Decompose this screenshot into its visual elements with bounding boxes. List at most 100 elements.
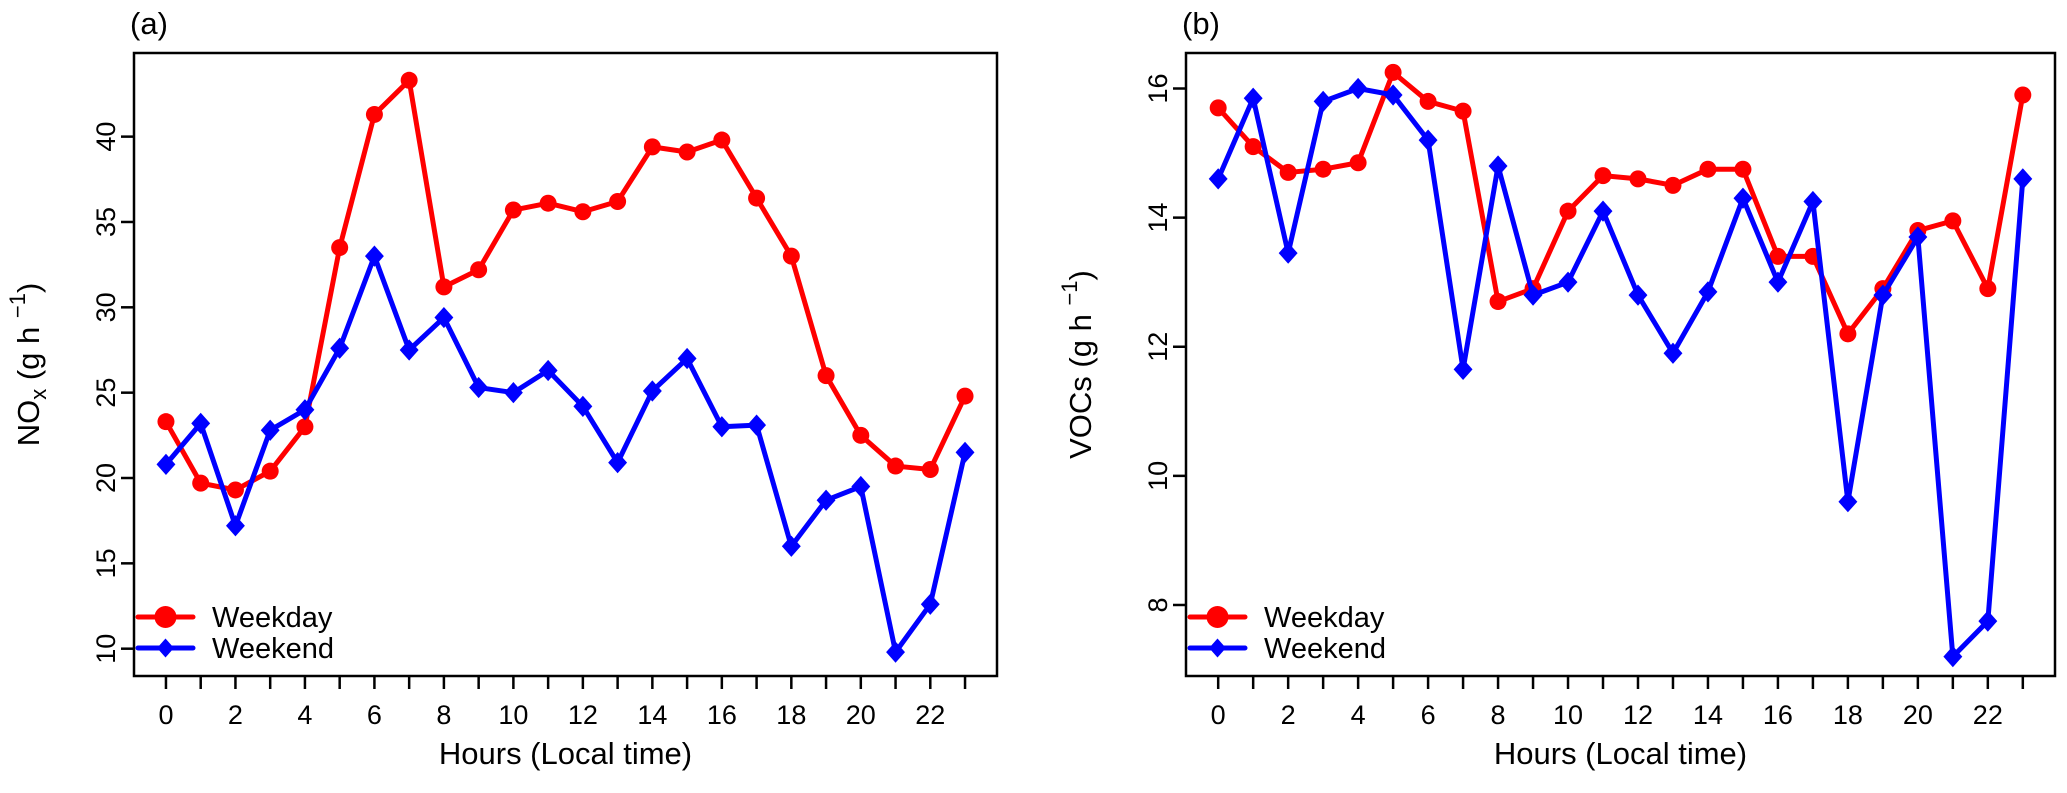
diamond-marker (886, 641, 906, 663)
circle-marker (1979, 280, 1997, 298)
circle-marker (470, 261, 488, 279)
diamond-marker (851, 475, 871, 498)
diamond-marker (1698, 281, 1718, 303)
legend-label-weekday: Weekday (212, 602, 333, 634)
circle-marker (609, 192, 627, 210)
vocs-chart: 8 10 12 14 16 0 2 4 6 8 10 12 14 16 18 20 22 Hours (Local… (1057, 51, 2057, 771)
x-tick-label: 12 (568, 700, 598, 730)
diamond-marker (1488, 155, 1508, 177)
diamond-marker (399, 339, 419, 361)
circle-marker (1839, 325, 1857, 343)
diamond-marker (955, 441, 975, 464)
diamond-marker (1278, 242, 1298, 264)
series-line-weekend (1215, 86, 2026, 660)
diamond-marker (920, 593, 940, 615)
panel-a: 10 15 20 25 30 35 40 0 2 4 6 8 10 12 14 16 18 20 22 Hours (… (0, 0, 1033, 793)
y-tick-label: 10 (91, 634, 121, 664)
y-axis-title-part: ) (1063, 270, 1098, 280)
y-axis-title-part: VOCs (1063, 376, 1098, 459)
y-axis-title-part: (g h (11, 318, 46, 389)
diamond-marker (1593, 200, 1613, 222)
diamond-marker (1943, 646, 1963, 668)
y-axis-title-part: NO (11, 400, 46, 447)
circle-marker (1489, 293, 1507, 311)
x-axis: 0 2 4 6 8 10 12 14 16 18 20 22 (158, 676, 967, 730)
diamond-marker (295, 399, 315, 421)
series-line-weekday (1215, 69, 2026, 337)
circle-marker (748, 189, 766, 207)
y-axis-title-part: −1 (1057, 280, 1082, 305)
y-tick-label: 15 (91, 548, 121, 578)
x-tick-label: 22 (1973, 700, 2003, 730)
legend-label-weekend: Weekend (1264, 633, 1386, 665)
circle-marker (435, 278, 453, 296)
circle-marker (713, 131, 731, 149)
diamond-marker (1453, 358, 1473, 380)
panel-b: 8 10 12 14 16 0 2 4 6 8 10 12 14 16 18 20 22 Hours (Local… (1034, 0, 2067, 793)
y-tick-label: 16 (1143, 73, 1173, 103)
circle-marker (1734, 160, 1752, 178)
circle-marker (331, 239, 349, 257)
x-tick-label: 8 (1491, 700, 1506, 730)
series-markers-weekday (157, 71, 974, 499)
circle-marker (1314, 160, 1332, 178)
y-tick-label: 8 (1143, 597, 1173, 612)
y-tick-label: 10 (1143, 461, 1173, 491)
x-axis-title: Hours (Local time) (1494, 736, 1747, 771)
circle-marker (887, 457, 905, 475)
diamond-marker (1523, 284, 1543, 306)
x-tick-label: 18 (1833, 700, 1863, 730)
circle-marker (2014, 86, 2032, 104)
series-line-weekday (163, 77, 968, 493)
circle-marker (574, 203, 592, 221)
x-tick-label: 4 (297, 700, 312, 730)
diamond-marker (1348, 77, 1368, 100)
x-tick-label: 16 (707, 700, 737, 730)
y-tick-label: 14 (1143, 203, 1173, 233)
panel-a-label: (a) (130, 6, 168, 41)
y-tick-label: 30 (91, 292, 121, 322)
circle-marker (1594, 167, 1612, 185)
x-tick-label: 20 (1903, 700, 1933, 730)
x-tick-label: 2 (228, 700, 243, 730)
x-tick-label: 22 (915, 700, 945, 730)
circle-marker (782, 247, 800, 265)
diamond-marker (1978, 610, 1998, 632)
circle-marker (1349, 154, 1367, 172)
series-markers-weekend (156, 245, 975, 663)
diamond-marker (677, 347, 697, 370)
diamond-marker (747, 414, 767, 436)
x-tick-label: 14 (637, 700, 667, 730)
diamond-marker (1733, 187, 1753, 209)
x-tick-label: 14 (1693, 700, 1723, 730)
circle-marker (400, 71, 418, 89)
y-tick-label: 20 (91, 463, 121, 493)
diamond-marker (364, 245, 384, 267)
y-tick-label: 12 (1143, 332, 1173, 362)
y-tick-label: 25 (91, 378, 121, 408)
circle-marker (192, 474, 210, 492)
diamond-marker (1558, 271, 1578, 293)
circle-marker (1419, 92, 1437, 110)
x-tick-label: 0 (1211, 700, 1226, 730)
x-tick-label: 12 (1623, 700, 1653, 730)
circle-marker (539, 194, 557, 212)
y-axis-title: VOCs (g h −1) (1057, 270, 1098, 459)
legend-label-weekday: Weekday (1264, 602, 1385, 634)
diamond-marker (330, 337, 350, 359)
y-axis: 10 15 20 25 30 35 40 (91, 122, 134, 664)
diamond-marker (191, 412, 211, 435)
x-axis-title: Hours (Local time) (439, 736, 692, 771)
diamond-marker (642, 380, 662, 402)
x-axis: 0 2 4 6 8 10 12 14 16 18 20 22 (1211, 676, 2025, 730)
x-tick-label: 16 (1763, 700, 1793, 730)
circle-marker (1244, 138, 1262, 156)
circle-marker (1559, 202, 1577, 220)
diamond-marker (469, 376, 489, 399)
diamond-marker (1208, 168, 1228, 190)
circle-marker (1699, 160, 1717, 178)
y-axis-title-part: ) (11, 283, 46, 293)
